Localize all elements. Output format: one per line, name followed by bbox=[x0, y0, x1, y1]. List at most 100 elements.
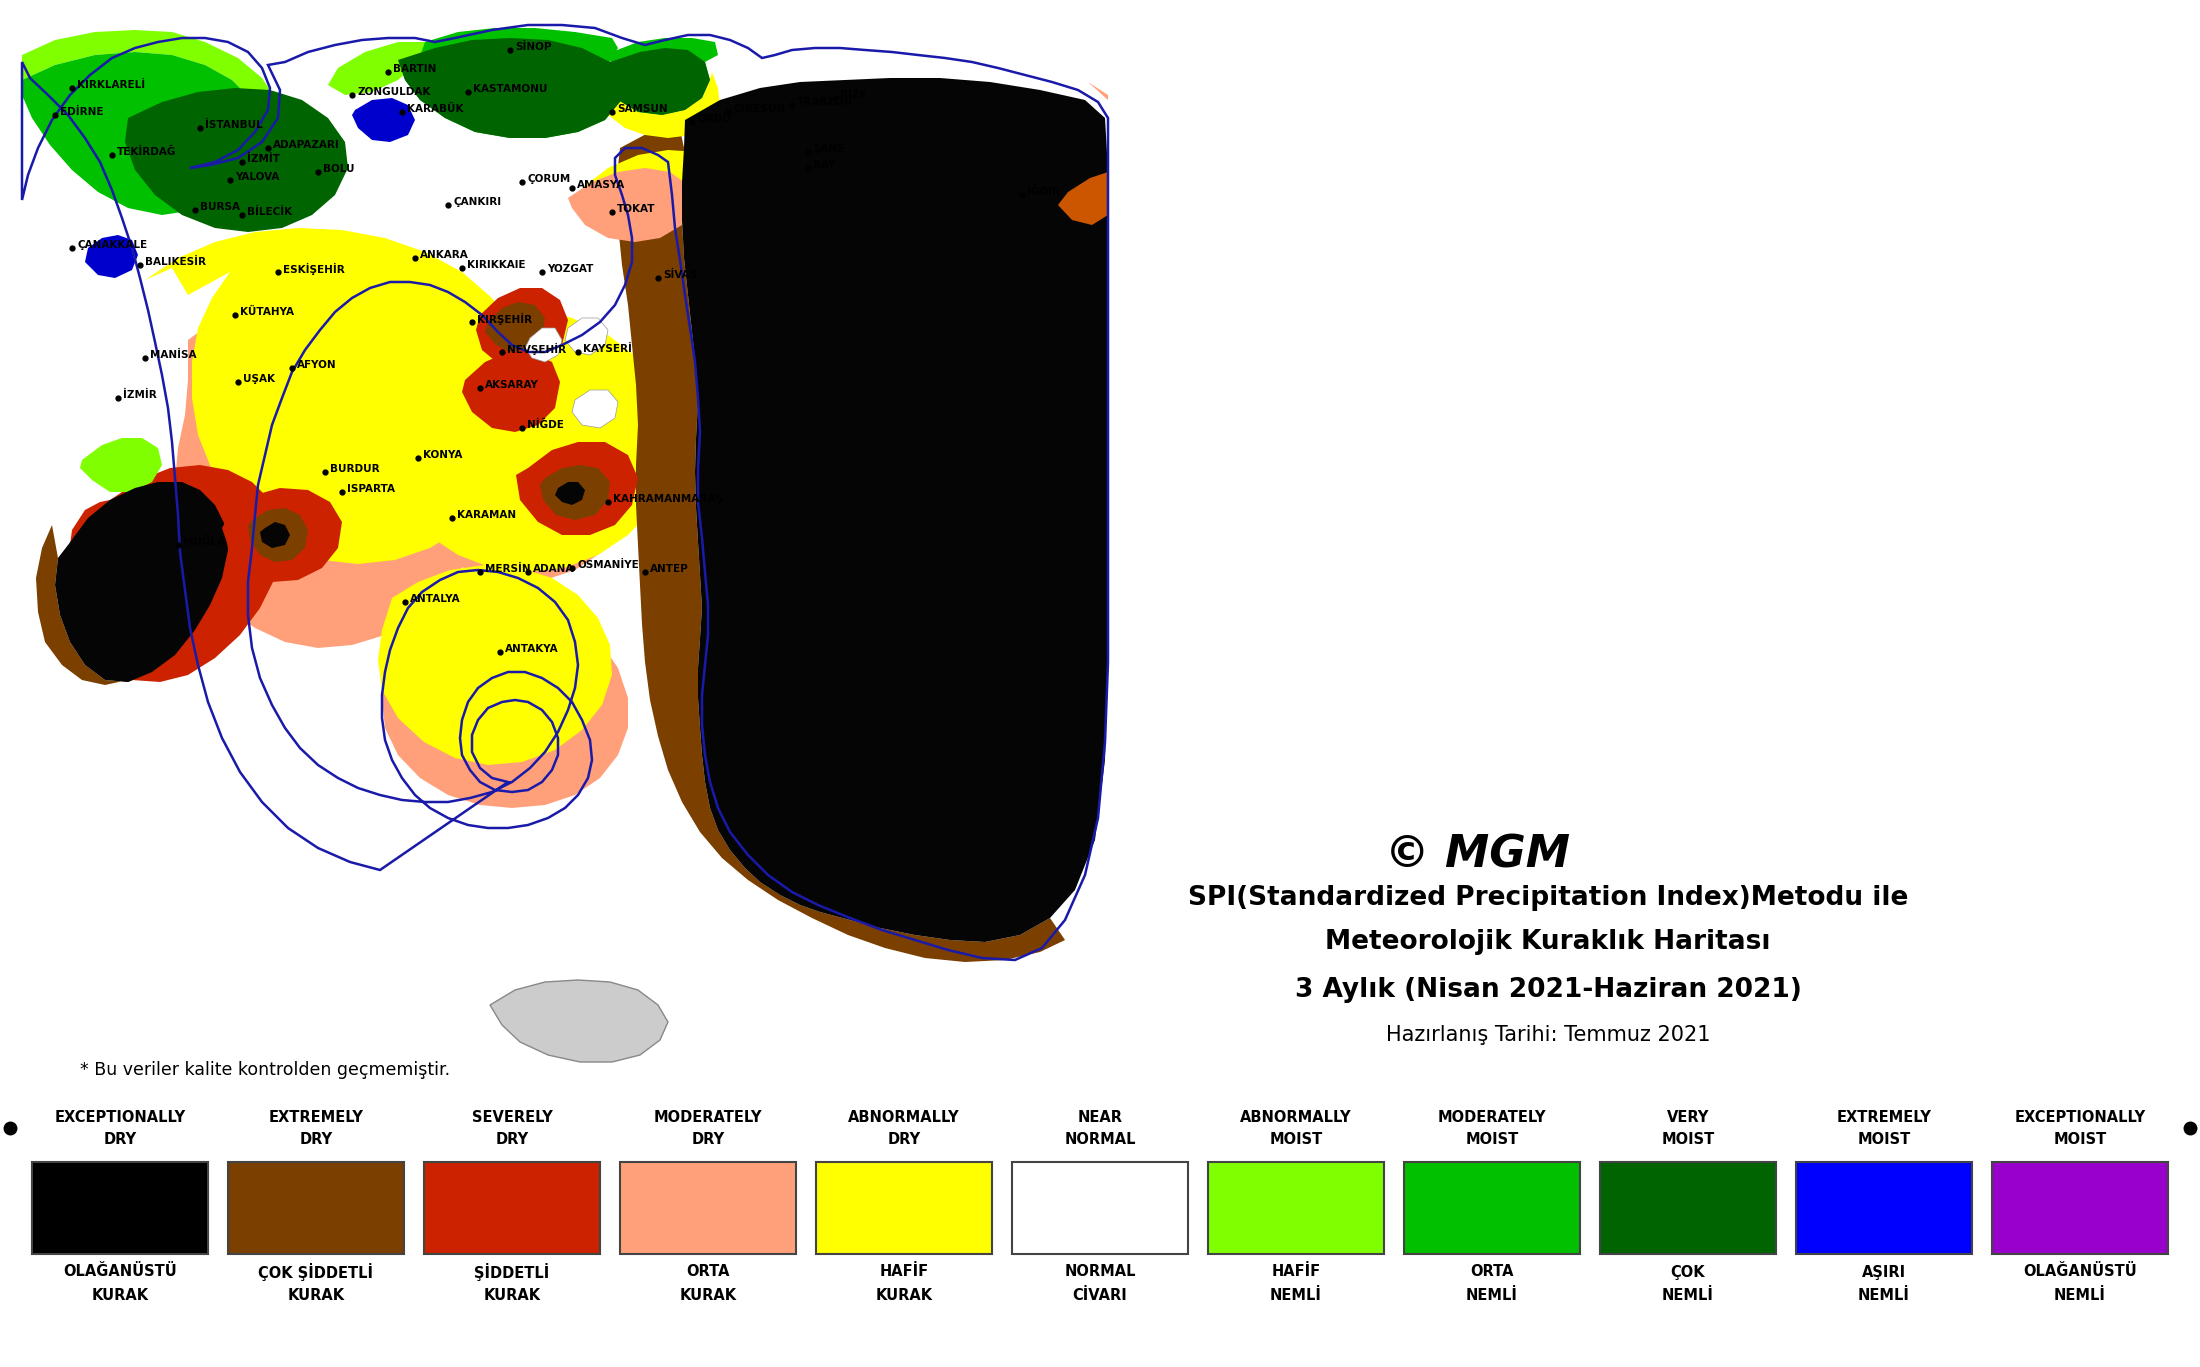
Bar bbox=[620, 1162, 796, 1254]
Text: SEVERELY: SEVERELY bbox=[471, 1110, 552, 1125]
Text: SAMSUN: SAMSUN bbox=[616, 104, 667, 113]
Polygon shape bbox=[86, 235, 139, 278]
Text: ÇANAKKALE: ÇANAKKALE bbox=[77, 241, 147, 250]
Text: KIRKLARELİ: KIRKLARELİ bbox=[77, 79, 145, 90]
Text: ESKİŞEHİR: ESKİŞEHİR bbox=[284, 262, 345, 275]
Polygon shape bbox=[222, 488, 341, 582]
Text: TRABZON: TRABZON bbox=[796, 97, 854, 107]
Polygon shape bbox=[231, 379, 319, 448]
Text: OSMANİYE: OSMANİYE bbox=[576, 560, 638, 570]
Text: IĞDIR: IĞDIR bbox=[1027, 187, 1060, 197]
Polygon shape bbox=[398, 38, 625, 138]
Text: MANİSA: MANİSA bbox=[150, 350, 196, 360]
Polygon shape bbox=[491, 980, 669, 1062]
Polygon shape bbox=[35, 525, 152, 685]
Text: BOLU: BOLU bbox=[323, 164, 354, 174]
Text: TEKİRDAĞ: TEKİRDAĞ bbox=[117, 148, 176, 157]
Text: MODERATELY: MODERATELY bbox=[1439, 1110, 1547, 1125]
Text: Meteorolojik Kuraklık Haritası: Meteorolojik Kuraklık Haritası bbox=[1324, 930, 1771, 956]
Text: KURAK: KURAK bbox=[484, 1288, 541, 1303]
Polygon shape bbox=[682, 78, 1109, 942]
Bar bbox=[1795, 1162, 1971, 1254]
Polygon shape bbox=[387, 350, 649, 582]
Text: KASTAMONU: KASTAMONU bbox=[473, 83, 548, 94]
Polygon shape bbox=[607, 72, 719, 138]
Text: * Bu veriler kalite kontrolden geçmemiştir.: * Bu veriler kalite kontrolden geçmemişt… bbox=[79, 1061, 451, 1079]
Text: EXCEPTIONALLY: EXCEPTIONALLY bbox=[55, 1110, 185, 1125]
Text: Hazırlanış Tarihi: Temmuz 2021: Hazırlanış Tarihi: Temmuz 2021 bbox=[1386, 1025, 1709, 1044]
Text: ANTALYA: ANTALYA bbox=[409, 595, 460, 604]
Text: ABNORMALLY: ABNORMALLY bbox=[1241, 1110, 1351, 1125]
Text: KURAK: KURAK bbox=[288, 1288, 345, 1303]
Text: BARTIN: BARTIN bbox=[394, 64, 436, 74]
Text: KURAK: KURAK bbox=[680, 1288, 737, 1303]
Text: KÜTAHYA: KÜTAHYA bbox=[240, 308, 295, 317]
Bar bbox=[31, 1162, 209, 1254]
Polygon shape bbox=[352, 98, 416, 142]
Text: ÇOK: ÇOK bbox=[1670, 1264, 1705, 1280]
Text: KARAMAN: KARAMAN bbox=[458, 510, 517, 519]
Text: NORMAL: NORMAL bbox=[1065, 1132, 1135, 1147]
Text: OLAĞANÜSTÜ: OLAĞANÜSTÜ bbox=[2024, 1264, 2136, 1280]
Text: BURSA: BURSA bbox=[200, 202, 240, 212]
Text: ADANA: ADANA bbox=[532, 565, 574, 574]
Text: KARABÜK: KARABÜK bbox=[407, 104, 464, 113]
Polygon shape bbox=[568, 168, 693, 242]
Text: AŞIRI: AŞIRI bbox=[1861, 1264, 1905, 1280]
Text: ISPARTA: ISPARTA bbox=[348, 484, 396, 493]
Polygon shape bbox=[583, 150, 726, 221]
Bar bbox=[816, 1162, 992, 1254]
Polygon shape bbox=[565, 319, 607, 355]
Bar bbox=[1208, 1162, 1384, 1254]
Text: ADAPAZARI: ADAPAZARI bbox=[273, 139, 339, 150]
Text: MUĞLA: MUĞLA bbox=[183, 537, 224, 547]
Polygon shape bbox=[385, 305, 675, 571]
Text: BURDUR: BURDUR bbox=[330, 463, 381, 474]
Text: DRY: DRY bbox=[691, 1132, 724, 1147]
Bar bbox=[1599, 1162, 1775, 1254]
Text: HAFİF: HAFİF bbox=[880, 1264, 928, 1280]
Polygon shape bbox=[572, 390, 618, 428]
Bar bbox=[1991, 1162, 2169, 1254]
Text: NEAR: NEAR bbox=[1078, 1110, 1122, 1125]
Text: YOZGAT: YOZGAT bbox=[548, 264, 594, 273]
Text: MOIST: MOIST bbox=[1661, 1132, 1714, 1147]
Polygon shape bbox=[398, 27, 625, 138]
Text: AMASYA: AMASYA bbox=[576, 180, 625, 190]
Text: KURAK: KURAK bbox=[92, 1288, 150, 1303]
Text: NEMLİ: NEMLİ bbox=[1661, 1288, 1714, 1303]
Text: ÇOK ŞİDDETLİ: ÇOK ŞİDDETLİ bbox=[260, 1263, 374, 1281]
Polygon shape bbox=[20, 30, 1111, 960]
Polygon shape bbox=[249, 509, 308, 562]
Text: KAYSERİ: KAYSERİ bbox=[583, 344, 631, 354]
Text: DRY: DRY bbox=[299, 1132, 332, 1147]
Text: YALOVA: YALOVA bbox=[235, 172, 279, 182]
Text: ABNORMALLY: ABNORMALLY bbox=[849, 1110, 959, 1125]
Polygon shape bbox=[475, 288, 568, 370]
Text: ANTAKYA: ANTAKYA bbox=[506, 644, 559, 653]
Polygon shape bbox=[79, 437, 163, 492]
Polygon shape bbox=[22, 52, 262, 215]
Polygon shape bbox=[607, 48, 711, 115]
Text: ÇANKIRI: ÇANKIRI bbox=[453, 197, 502, 206]
Text: DRY: DRY bbox=[495, 1132, 528, 1147]
Text: KAHRAMANMARAŞ: KAHRAMANMARAŞ bbox=[614, 493, 724, 504]
Text: BİLECİK: BİLECİK bbox=[246, 206, 293, 217]
Text: GİRESUN: GİRESUN bbox=[733, 104, 785, 113]
Text: © MGM: © MGM bbox=[1386, 834, 1571, 876]
Text: TOKAT: TOKAT bbox=[616, 204, 656, 215]
Text: OLAĞANÜSTÜ: OLAĞANÜSTÜ bbox=[64, 1264, 176, 1280]
Text: BAY: BAY bbox=[814, 160, 836, 170]
Text: SPI(Standardized Precipitation Index)Metodu ile: SPI(Standardized Precipitation Index)Met… bbox=[1188, 884, 1907, 910]
Text: EXTREMELY: EXTREMELY bbox=[1837, 1110, 1932, 1125]
Text: ORTA: ORTA bbox=[1470, 1264, 1514, 1280]
Polygon shape bbox=[462, 351, 561, 432]
Text: NEMLİ: NEMLİ bbox=[1859, 1288, 1910, 1303]
Text: MERSİN: MERSİN bbox=[484, 565, 530, 574]
Polygon shape bbox=[68, 465, 282, 682]
Polygon shape bbox=[1058, 172, 1109, 226]
Text: NİĞDE: NİĞDE bbox=[528, 420, 563, 431]
Text: 3 Aylık (Nisan 2021-Haziran 2021): 3 Aylık (Nisan 2021-Haziran 2021) bbox=[1294, 977, 1802, 1003]
Polygon shape bbox=[607, 38, 717, 115]
Text: NEMLİ: NEMLİ bbox=[1269, 1288, 1322, 1303]
